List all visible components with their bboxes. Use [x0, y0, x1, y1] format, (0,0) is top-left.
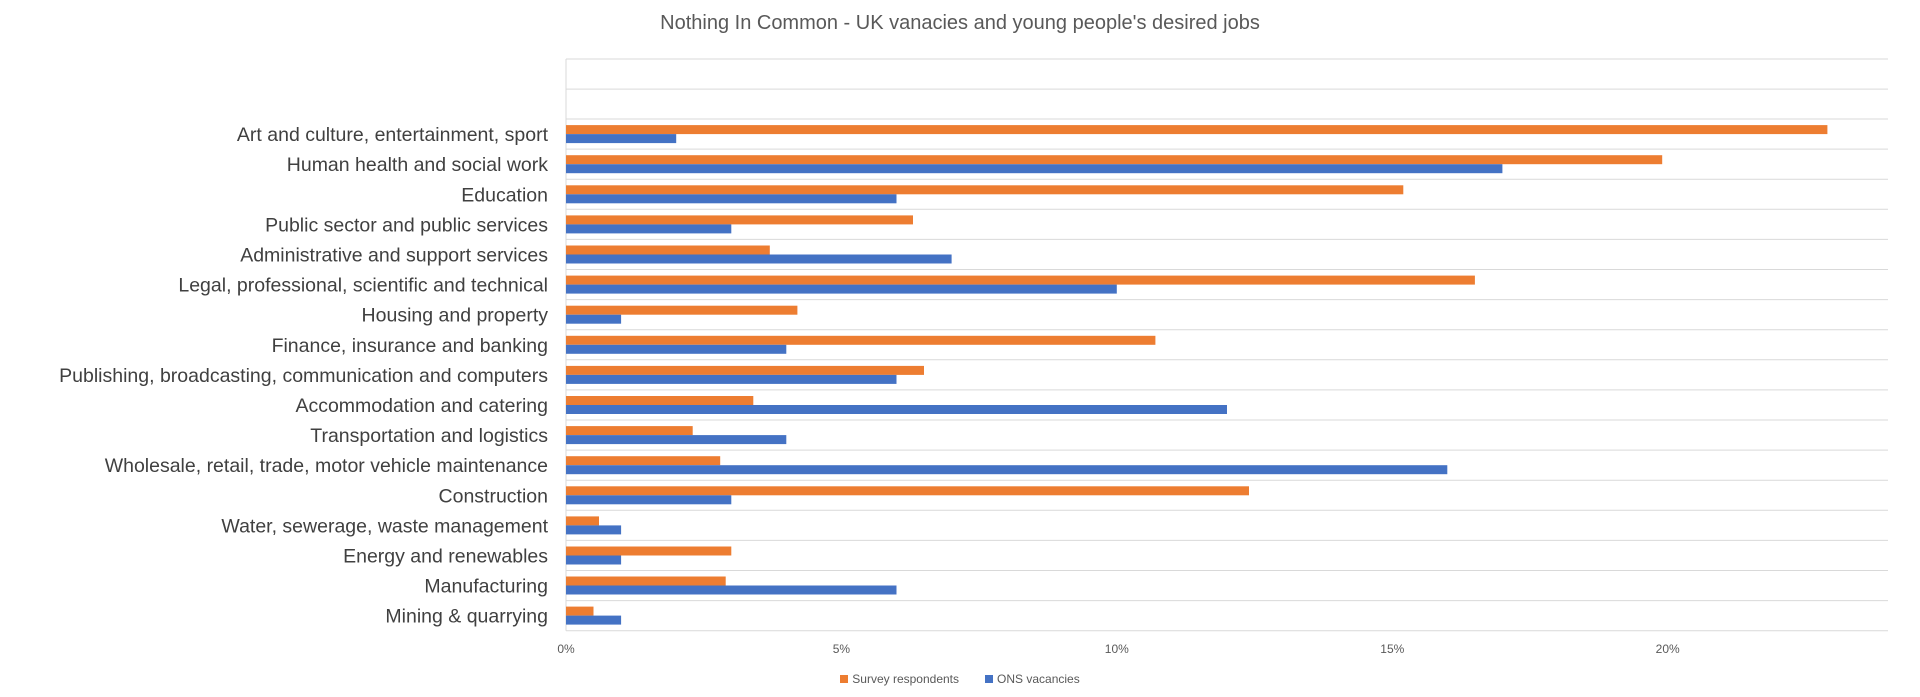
category-label-3: Public sector and public services: [265, 214, 548, 236]
bar-ons-5: [566, 284, 1117, 294]
legend-swatch-survey: [840, 675, 849, 683]
bars: [566, 125, 1828, 625]
bar-survey-3: [566, 215, 913, 225]
bar-ons-8: [566, 374, 897, 384]
x-tick-label-3: 15%: [1380, 642, 1404, 656]
bar-ons-14: [566, 555, 622, 565]
legend-label-ons: ONS vacancies: [997, 672, 1080, 686]
bar-ons-10: [566, 435, 787, 445]
bar-ons-11: [566, 465, 1448, 475]
bar-survey-4: [566, 245, 770, 255]
category-label-14: Energy and renewables: [343, 546, 548, 568]
bar-ons-0: [566, 134, 677, 144]
category-label-9: Accommodation and catering: [295, 395, 548, 417]
x-tick-label-4: 20%: [1656, 642, 1680, 656]
category-label-7: Finance, insurance and banking: [272, 335, 548, 357]
bar-ons-4: [566, 254, 952, 264]
bar-ons-7: [566, 344, 787, 354]
bar-ons-1: [566, 164, 1503, 174]
category-label-1: Human health and social work: [287, 154, 548, 176]
legend-swatch-ons: [985, 675, 994, 683]
category-label-11: Wholesale, retail, trade, motor vehicle …: [105, 455, 548, 477]
chart-title: Nothing In Common - UK vanacies and youn…: [660, 12, 1260, 34]
bar-ons-12: [566, 495, 732, 505]
category-label-0: Art and culture, entertainment, sport: [237, 124, 549, 146]
x-tick-label-0: 0%: [557, 642, 575, 656]
bar-survey-1: [566, 155, 1663, 165]
category-label-6: Housing and property: [362, 305, 549, 327]
category-label-5: Legal, professional, scientific and tech…: [178, 275, 548, 297]
gridlines: [565, 58, 1888, 632]
x-axis-ticks: 0% 5% 10% 15% 20%: [557, 642, 1680, 656]
bar-survey-6: [566, 305, 798, 315]
bar-ons-9: [566, 405, 1227, 414]
bar-survey-14: [566, 546, 732, 556]
bar-survey-0: [566, 125, 1828, 135]
legend-item-survey: Survey respondents: [840, 672, 959, 686]
legend-item-ons: ONS vacancies: [985, 672, 1080, 686]
bar-survey-12: [566, 486, 1249, 496]
bar-ons-3: [566, 224, 732, 234]
x-tick-label-1: 5%: [833, 642, 851, 656]
bar-ons-13: [566, 525, 622, 535]
bar-survey-13: [566, 516, 599, 526]
category-label-4: Administrative and support services: [240, 245, 548, 267]
category-labels: Art and culture, entertainment, sport Hum…: [59, 124, 548, 627]
legend: Survey respondents ONS vacancies: [0, 672, 1920, 686]
bar-ons-16: [566, 615, 622, 625]
category-label-10: Transportation and logistics: [310, 425, 548, 447]
bar-survey-8: [566, 365, 924, 375]
bar-survey-9: [566, 396, 754, 405]
bar-survey-5: [566, 275, 1475, 285]
bar-ons-6: [566, 314, 622, 324]
bar-survey-7: [566, 335, 1156, 345]
category-label-15: Manufacturing: [424, 576, 548, 598]
legend-label-survey: Survey respondents: [852, 672, 960, 686]
bar-ons-15: [566, 585, 897, 595]
bar-survey-2: [566, 185, 1404, 195]
x-tick-label-2: 10%: [1105, 642, 1129, 656]
bar-survey-10: [566, 426, 693, 436]
bar-survey-16: [566, 606, 594, 616]
category-label-8: Publishing, broadcasting, communication …: [59, 365, 548, 387]
bar-ons-2: [566, 194, 897, 204]
category-label-13: Water, sewerage, waste management: [221, 515, 548, 537]
category-label-2: Education: [461, 184, 548, 206]
category-label-12: Construction: [439, 485, 548, 507]
category-label-16: Mining & quarrying: [385, 606, 548, 628]
bar-survey-15: [566, 576, 726, 586]
bar-survey-11: [566, 456, 721, 466]
